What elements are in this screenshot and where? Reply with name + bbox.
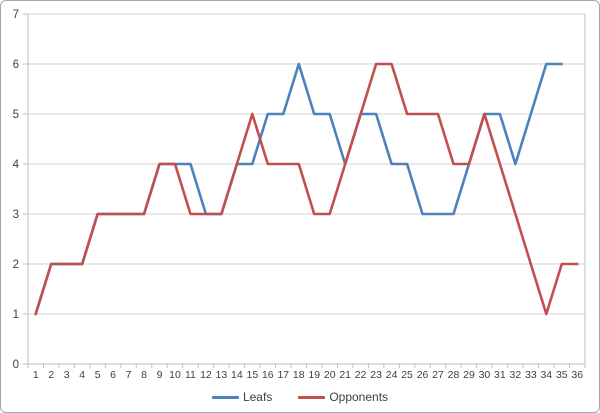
x-tick-label: 27 [432, 369, 444, 381]
legend-swatch-opponents [298, 395, 326, 399]
x-tick-label: 19 [308, 369, 320, 381]
x-tick-label: 11 [185, 369, 196, 381]
x-tick-label: 34 [540, 369, 552, 381]
y-tick-label: 4 [13, 159, 20, 171]
x-tick-label: 1 [33, 369, 39, 381]
x-tick-label: 8 [141, 369, 147, 381]
x-tick-label: 32 [510, 369, 522, 381]
x-tick-label: 9 [157, 369, 163, 381]
legend-swatch-leafs [211, 395, 239, 399]
x-tick-label: 12 [200, 369, 212, 381]
x-tick-label: 15 [247, 369, 259, 381]
x-tick-label: 13 [216, 369, 228, 381]
x-tick-label: 25 [401, 369, 413, 381]
x-tick-label: 23 [370, 369, 382, 381]
x-tick-label: 28 [448, 369, 460, 381]
y-tick-label: 0 [13, 359, 19, 371]
legend: Leafs Opponents [1, 390, 599, 404]
series-line-leafs [34, 62, 564, 316]
series-line-opponents [34, 62, 579, 316]
legend-item-leafs: Leafs [211, 390, 273, 404]
legend-item-opponents: Opponents [298, 390, 388, 404]
x-tick-label: 2 [48, 369, 54, 381]
legend-label-opponents: Opponents [329, 390, 389, 404]
x-tick-label: 33 [525, 369, 537, 381]
x-tick-label: 22 [355, 369, 367, 381]
x-tick-label: 35 [556, 369, 568, 381]
x-tick-label: 31 [494, 369, 506, 381]
x-tick-label: 30 [479, 369, 491, 381]
y-tick-label: 7 [13, 9, 19, 21]
x-tick-label: 7 [126, 369, 132, 381]
x-tick-label: 20 [324, 369, 336, 381]
y-tick-label: 3 [13, 209, 19, 221]
y-tick-label: 2 [13, 259, 19, 271]
y-tick-label: 1 [13, 309, 19, 321]
x-tick-label: 4 [79, 369, 85, 381]
y-tick-label: 6 [13, 59, 19, 71]
x-tick-label: 26 [417, 369, 429, 381]
x-tick-label: 3 [64, 369, 70, 381]
x-tick-label: 5 [95, 369, 101, 381]
x-tick-label: 29 [463, 369, 475, 381]
x-tick-label: 16 [262, 369, 274, 381]
y-tick-label: 5 [13, 109, 19, 121]
x-tick-label: 14 [231, 369, 243, 381]
x-tick-label: 10 [169, 369, 181, 381]
x-tick-label: 24 [386, 369, 398, 381]
x-tick-label: 18 [293, 369, 305, 381]
x-tick-label: 21 [339, 369, 351, 381]
legend-label-leafs: Leafs [242, 390, 273, 404]
x-tick-label: 36 [571, 369, 583, 381]
x-tick-label: 17 [277, 369, 289, 381]
x-tick-label: 6 [110, 369, 116, 381]
